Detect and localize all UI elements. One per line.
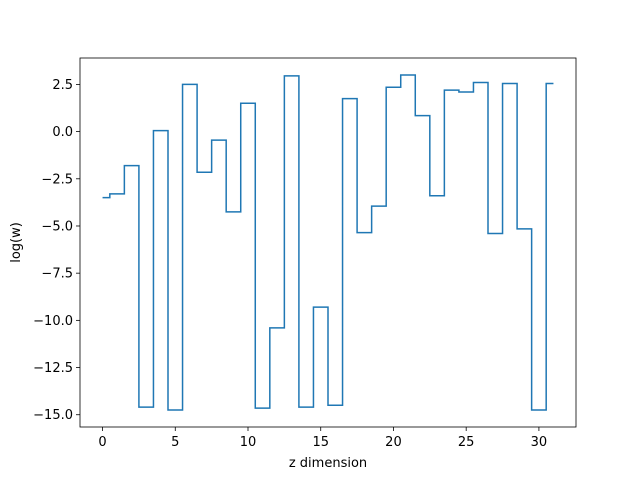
y-tick-label: 2.5: [52, 78, 73, 93]
x-tick-label: 20: [385, 435, 402, 450]
y-tick-label: −12.5: [33, 361, 73, 376]
x-axis-ticks: 0 5 10 15 20 25 30: [98, 427, 547, 450]
x-tick-label: 15: [312, 435, 329, 450]
x-tick-label: 10: [240, 435, 257, 450]
y-tick-label: −7.5: [41, 267, 73, 282]
x-tick-label: 25: [458, 435, 475, 450]
series-step-line: [102, 74, 554, 411]
x-tick-label: 0: [98, 435, 106, 450]
y-axis-ticks: 2.5 0.0 −2.5 −5.0 −7.5 −10.0 −12.5 −15.0: [33, 78, 80, 423]
y-tick-label: 0.0: [52, 125, 73, 140]
x-tick-label: 5: [171, 435, 179, 450]
y-tick-label: −2.5: [41, 172, 73, 187]
y-tick-label: −15.0: [33, 408, 73, 423]
y-axis-label: log(w): [9, 222, 24, 263]
y-tick-label: −5.0: [41, 219, 73, 234]
y-tick-label: −10.0: [33, 314, 73, 329]
x-axis-label: z dimension: [289, 456, 367, 471]
x-tick-label: 30: [531, 435, 548, 450]
axes-frame: [79, 57, 577, 428]
plot-area: [79, 57, 577, 428]
